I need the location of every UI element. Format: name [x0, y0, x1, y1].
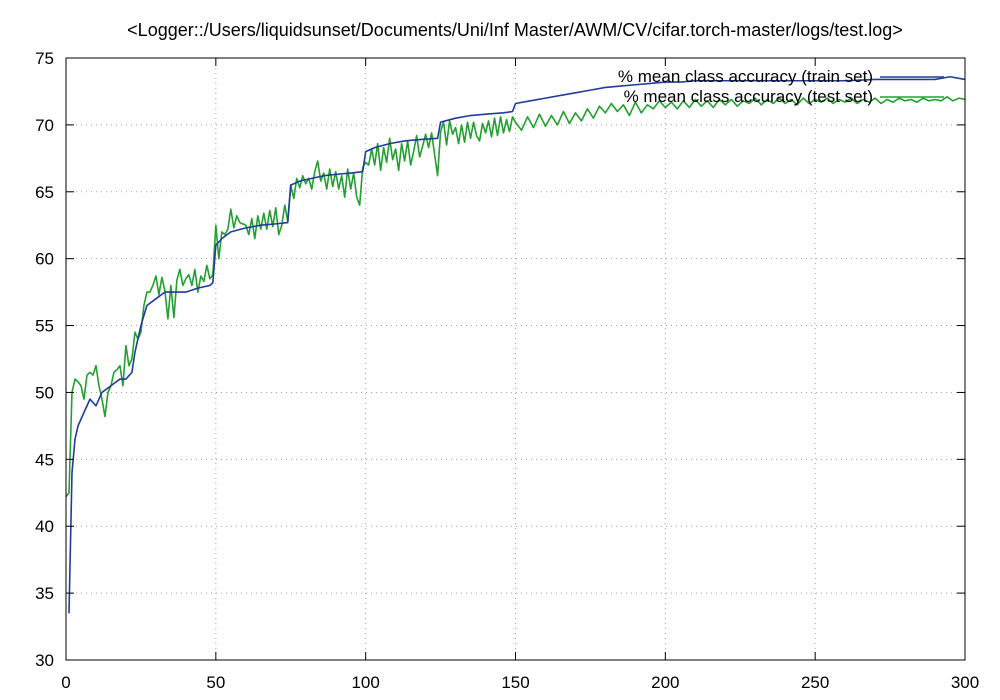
x-tick-label: 250 — [801, 673, 829, 692]
y-tick-label: 70 — [35, 116, 54, 135]
axis-layer: 0 50 100 150 200 250 300 30 35 40 45 50 55 60 65 70 75 — [35, 49, 979, 692]
legend: % mean class accuracy (train set) % mean… — [618, 67, 944, 106]
y-tick-label: 35 — [35, 584, 54, 603]
x-tick-label: 200 — [651, 673, 679, 692]
x-tick-label: 300 — [951, 673, 979, 692]
grid-layer — [66, 58, 965, 660]
y-tick-label: 50 — [35, 383, 54, 402]
legend-label-test: % mean class accuracy (test set) — [624, 87, 873, 106]
y-tick-label: 40 — [35, 517, 54, 536]
legend-label-train: % mean class accuracy (train set) — [618, 67, 873, 86]
y-tick-label: 45 — [35, 450, 54, 469]
y-tick-label: 55 — [35, 317, 54, 336]
x-tick-label: 0 — [61, 673, 70, 692]
series-layer — [65, 75, 966, 614]
x-tick-label: 150 — [501, 673, 529, 692]
x-tick-label: 50 — [206, 673, 225, 692]
y-tick-label: 65 — [35, 183, 54, 202]
x-tick-label: 100 — [351, 673, 379, 692]
y-tick-label: 60 — [35, 250, 54, 269]
series-line-test — [65, 96, 966, 498]
chart-title: <Logger::/Users/liquidsunset/Documents/U… — [127, 20, 903, 40]
y-tick-label: 30 — [35, 651, 54, 670]
y-tick-label: 75 — [35, 49, 54, 68]
series-line-train — [68, 75, 966, 614]
